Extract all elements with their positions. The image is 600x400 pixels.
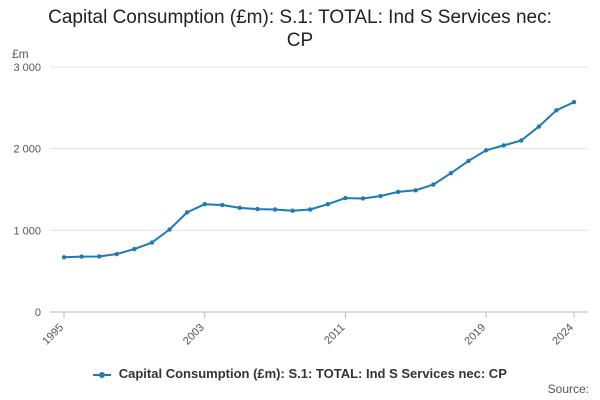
legend[interactable]: Capital Consumption (£m): S.1: TOTAL: In… xyxy=(0,366,600,381)
data-point xyxy=(325,202,330,207)
data-point xyxy=(272,207,278,212)
series-line xyxy=(63,101,575,259)
y-tick-label: 2 000 xyxy=(13,144,41,156)
data-point xyxy=(184,210,190,215)
y-axis-tick-labels: 0 1 000 2 000 3 000 xyxy=(13,62,41,319)
x-tick-label: 2003 xyxy=(181,322,207,348)
data-point xyxy=(448,170,454,176)
data-point xyxy=(413,188,418,193)
data-point xyxy=(167,227,172,232)
data-point xyxy=(61,255,67,260)
data-point xyxy=(202,202,207,207)
data-point xyxy=(149,240,155,245)
chart-title-line-2: CP xyxy=(286,30,314,51)
data-point xyxy=(519,138,524,143)
data-point xyxy=(308,207,313,212)
data-point xyxy=(255,206,260,212)
chart-title: Capital Consumption (£m): S.1: TOTAL: In… xyxy=(0,6,600,52)
data-point xyxy=(132,246,137,252)
data-point xyxy=(290,208,295,213)
data-point xyxy=(571,99,577,105)
data-point xyxy=(237,205,243,211)
chart-title-line-1: Capital Consumption (£m): S.1: TOTAL: In… xyxy=(48,7,552,28)
y-tick-label: 1 000 xyxy=(13,225,41,237)
legend-label: Capital Consumption (£m): S.1: TOTAL: In… xyxy=(118,366,507,381)
x-tick-label: 1995 xyxy=(40,322,66,348)
data-point xyxy=(220,202,225,208)
data-point xyxy=(378,193,383,199)
data-point xyxy=(466,158,471,164)
data-point xyxy=(114,251,119,257)
data-point xyxy=(536,124,542,129)
x-tick-label: 2019 xyxy=(462,322,488,348)
x-tick-label: 2024 xyxy=(550,322,576,348)
data-point xyxy=(360,196,366,201)
data-point xyxy=(96,254,102,259)
data-point xyxy=(343,195,348,201)
data-point xyxy=(431,182,436,187)
data-point xyxy=(483,148,489,153)
y-tick-label: 0 xyxy=(35,307,41,319)
legend-line-marker-icon xyxy=(93,370,112,380)
x-axis: 1995 2003 2011 2019 2024 xyxy=(40,311,588,348)
data-point xyxy=(79,254,84,259)
y-tick-label: 3 000 xyxy=(13,62,41,74)
data-point xyxy=(554,108,559,113)
data-point xyxy=(501,143,506,148)
series-layer xyxy=(61,99,577,260)
grid-lines xyxy=(50,66,588,231)
data-point xyxy=(395,189,401,195)
source-label: Source: xyxy=(547,382,589,396)
y-axis-unit-label: £m xyxy=(12,47,29,61)
x-tick-label: 2011 xyxy=(322,322,347,347)
